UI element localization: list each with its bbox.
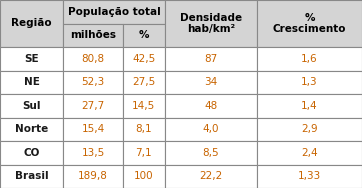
Text: População total: População total (68, 7, 160, 17)
Bar (123, 70, 165, 94)
Bar (63, 141, 123, 164)
Bar (0, 70, 63, 94)
Text: 8,1: 8,1 (136, 124, 152, 134)
Text: 42,5: 42,5 (132, 54, 156, 64)
Text: 8,5: 8,5 (203, 148, 219, 158)
Text: 48: 48 (204, 101, 218, 111)
Bar (0, 118, 63, 141)
Text: %: % (139, 30, 149, 40)
Bar (0, 94, 63, 118)
Bar (63, 0, 165, 24)
Text: 4,0: 4,0 (203, 124, 219, 134)
Text: 80,8: 80,8 (82, 54, 105, 64)
Text: 7,1: 7,1 (136, 148, 152, 158)
Bar (123, 118, 165, 141)
Text: Brasil: Brasil (15, 171, 49, 181)
Text: Região: Região (11, 18, 52, 29)
Bar (123, 24, 165, 47)
Text: 1,4: 1,4 (301, 101, 318, 111)
Text: 14,5: 14,5 (132, 101, 156, 111)
Text: Densidade
hab/km²: Densidade hab/km² (180, 13, 242, 34)
Bar (123, 94, 165, 118)
Bar (63, 24, 123, 47)
Text: 13,5: 13,5 (81, 148, 105, 158)
Text: 52,3: 52,3 (81, 77, 105, 87)
Text: 15,4: 15,4 (81, 124, 105, 134)
Bar (63, 70, 123, 94)
Bar (63, 118, 123, 141)
Text: 27,5: 27,5 (132, 77, 156, 87)
Bar (165, 141, 257, 164)
Bar (257, 0, 362, 47)
Bar (165, 94, 257, 118)
Text: 2,4: 2,4 (301, 148, 318, 158)
Bar (257, 70, 362, 94)
Bar (63, 94, 123, 118)
Bar (165, 0, 257, 47)
Bar (257, 94, 362, 118)
Text: CO: CO (24, 148, 40, 158)
Text: 1,3: 1,3 (301, 77, 318, 87)
Text: SE: SE (24, 54, 39, 64)
Text: Sul: Sul (22, 101, 41, 111)
Bar (63, 47, 123, 70)
Bar (0, 141, 63, 164)
Bar (0, 47, 63, 70)
Text: 2,9: 2,9 (301, 124, 318, 134)
Bar (63, 164, 123, 188)
Text: 27,7: 27,7 (81, 101, 105, 111)
Text: NE: NE (24, 77, 39, 87)
Bar (257, 141, 362, 164)
Text: 189,8: 189,8 (78, 171, 108, 181)
Bar (257, 47, 362, 70)
Text: 22,2: 22,2 (199, 171, 223, 181)
Text: 87: 87 (204, 54, 218, 64)
Bar (123, 164, 165, 188)
Bar (123, 47, 165, 70)
Text: %
Crescimento: % Crescimento (273, 13, 346, 34)
Bar (165, 47, 257, 70)
Bar (257, 118, 362, 141)
Text: 34: 34 (204, 77, 218, 87)
Bar (165, 118, 257, 141)
Text: 100: 100 (134, 171, 154, 181)
Bar (0, 0, 63, 47)
Bar (257, 164, 362, 188)
Text: 1,33: 1,33 (298, 171, 321, 181)
Text: Norte: Norte (15, 124, 48, 134)
Text: 1,6: 1,6 (301, 54, 318, 64)
Bar (0, 164, 63, 188)
Bar (165, 164, 257, 188)
Bar (165, 70, 257, 94)
Text: milhões: milhões (70, 30, 116, 40)
Bar (123, 141, 165, 164)
